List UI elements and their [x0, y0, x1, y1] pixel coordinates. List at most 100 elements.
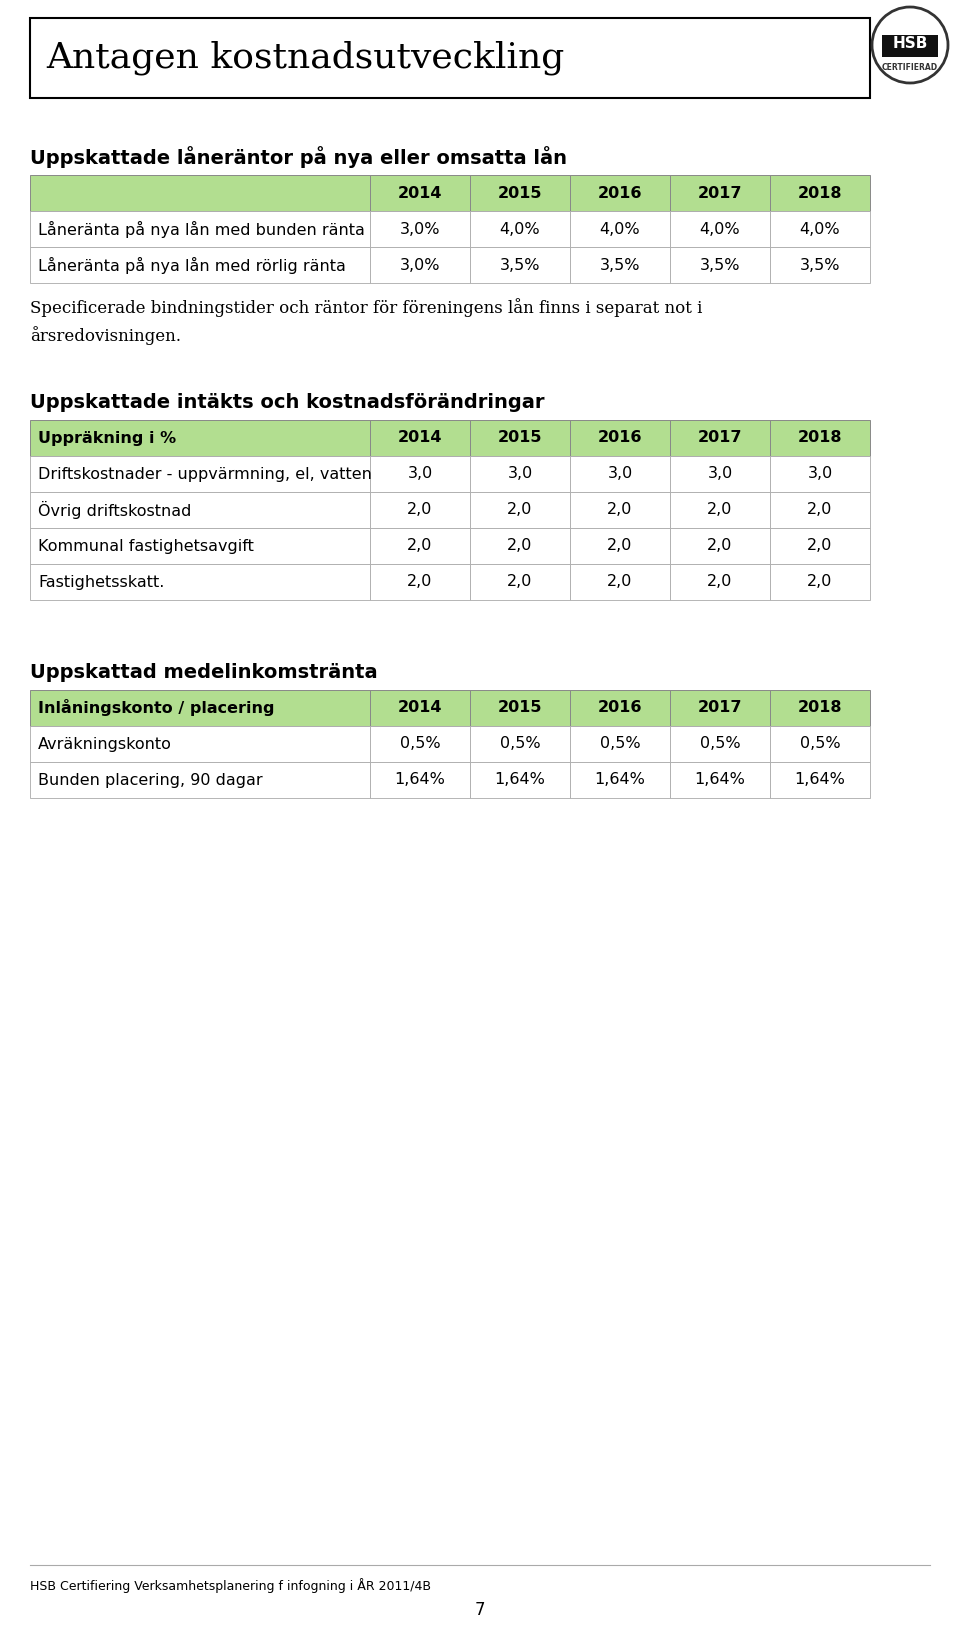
Bar: [570, 492, 670, 528]
Bar: [30, 211, 370, 247]
Text: 7: 7: [475, 1602, 485, 1620]
Text: 1,64%: 1,64%: [695, 772, 745, 787]
Bar: [670, 420, 770, 456]
Bar: [670, 492, 770, 528]
Bar: [670, 175, 770, 211]
Text: 0,5%: 0,5%: [800, 736, 840, 751]
Bar: [30, 726, 370, 762]
Bar: [670, 528, 770, 564]
Text: 2015: 2015: [497, 185, 542, 201]
Bar: [770, 211, 870, 247]
Text: Uppräkning i %: Uppräkning i %: [38, 430, 176, 445]
Text: Uppskattad medelinkomstränta: Uppskattad medelinkomstränta: [30, 663, 377, 682]
Bar: [470, 456, 570, 492]
Bar: [30, 420, 370, 456]
Bar: [570, 726, 670, 762]
Bar: [30, 762, 370, 798]
Text: 2,0: 2,0: [608, 574, 633, 589]
Bar: [30, 456, 370, 492]
Bar: [30, 528, 370, 564]
Text: 1,64%: 1,64%: [395, 772, 445, 787]
Text: CERTIFIERAD: CERTIFIERAD: [882, 62, 938, 72]
Text: 4,0%: 4,0%: [500, 221, 540, 237]
Bar: [370, 690, 470, 726]
Text: HSB: HSB: [892, 36, 927, 51]
Text: Avräkningskonto: Avräkningskonto: [38, 736, 172, 751]
Text: 3,0: 3,0: [807, 466, 832, 481]
Bar: [370, 564, 470, 600]
Bar: [570, 456, 670, 492]
Bar: [370, 528, 470, 564]
Bar: [470, 762, 570, 798]
Bar: [470, 211, 570, 247]
Text: Låneränta på nya lån med bunden ränta: Låneränta på nya lån med bunden ränta: [38, 221, 365, 237]
Bar: [770, 564, 870, 600]
Bar: [470, 564, 570, 600]
Bar: [770, 456, 870, 492]
Bar: [30, 18, 870, 98]
Text: Uppskattade låneräntor på nya eller omsatta lån: Uppskattade låneräntor på nya eller omsa…: [30, 146, 567, 169]
Text: 3,0%: 3,0%: [399, 257, 441, 273]
Text: Fastighetsskatt.: Fastighetsskatt.: [38, 574, 164, 589]
Bar: [570, 420, 670, 456]
Text: Bunden placering, 90 dagar: Bunden placering, 90 dagar: [38, 772, 263, 787]
Bar: [770, 528, 870, 564]
Text: 2018: 2018: [798, 430, 842, 445]
Bar: [570, 175, 670, 211]
Text: 2016: 2016: [598, 430, 642, 445]
Text: 2018: 2018: [798, 700, 842, 715]
Bar: [370, 492, 470, 528]
Text: 2017: 2017: [698, 430, 742, 445]
Bar: [570, 247, 670, 283]
Text: 3,5%: 3,5%: [800, 257, 840, 273]
Text: Driftskostnader - uppvärmning, el, vatten: Driftskostnader - uppvärmning, el, vatte…: [38, 466, 372, 481]
Text: 2015: 2015: [497, 700, 542, 715]
Bar: [470, 247, 570, 283]
Bar: [370, 211, 470, 247]
Bar: [370, 726, 470, 762]
Bar: [670, 762, 770, 798]
Text: 3,0: 3,0: [708, 466, 732, 481]
Text: Uppskattade intäkts och kostnadsförändringar: Uppskattade intäkts och kostnadsförändri…: [30, 393, 544, 412]
Text: 2,0: 2,0: [708, 502, 732, 517]
Bar: [770, 247, 870, 283]
Text: 2,0: 2,0: [407, 538, 433, 553]
Bar: [370, 420, 470, 456]
Text: 2,0: 2,0: [608, 538, 633, 553]
Text: Antagen kostnadsutveckling: Antagen kostnadsutveckling: [46, 41, 564, 75]
Bar: [770, 690, 870, 726]
Bar: [570, 211, 670, 247]
Bar: [470, 420, 570, 456]
Text: 4,0%: 4,0%: [600, 221, 640, 237]
Bar: [570, 564, 670, 600]
Bar: [670, 564, 770, 600]
Bar: [470, 492, 570, 528]
Text: Inlåningskonto / placering: Inlåningskonto / placering: [38, 700, 275, 717]
Text: 3,0: 3,0: [407, 466, 433, 481]
Bar: [30, 247, 370, 283]
Bar: [470, 528, 570, 564]
Text: 1,64%: 1,64%: [594, 772, 645, 787]
Text: 2,0: 2,0: [807, 574, 832, 589]
Text: 2,0: 2,0: [407, 502, 433, 517]
Bar: [670, 726, 770, 762]
Bar: [370, 175, 470, 211]
Bar: [670, 211, 770, 247]
Bar: [370, 456, 470, 492]
Text: 2016: 2016: [598, 700, 642, 715]
Text: 3,0%: 3,0%: [399, 221, 441, 237]
Bar: [670, 456, 770, 492]
Text: 4,0%: 4,0%: [800, 221, 840, 237]
Bar: [670, 247, 770, 283]
Bar: [30, 492, 370, 528]
Text: 0,5%: 0,5%: [700, 736, 740, 751]
Text: 2,0: 2,0: [608, 502, 633, 517]
Bar: [470, 726, 570, 762]
Text: 0,5%: 0,5%: [399, 736, 441, 751]
Bar: [470, 690, 570, 726]
Text: 2014: 2014: [397, 430, 443, 445]
Text: 2,0: 2,0: [807, 502, 832, 517]
Text: 2016: 2016: [598, 185, 642, 201]
Bar: [770, 420, 870, 456]
Bar: [770, 492, 870, 528]
